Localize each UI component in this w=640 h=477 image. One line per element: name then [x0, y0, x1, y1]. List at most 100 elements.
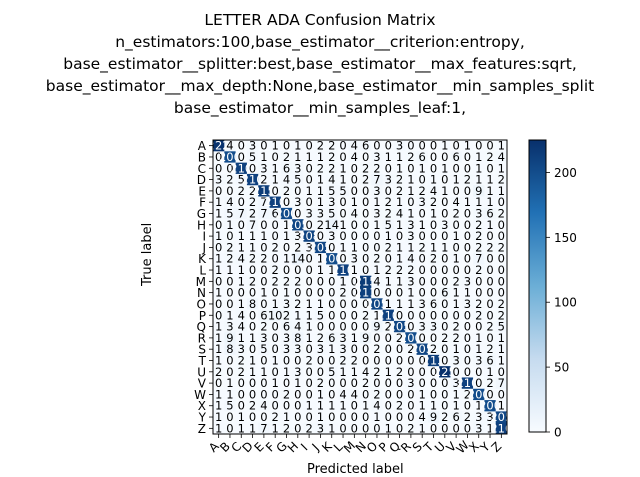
heatmap-cell: [405, 298, 417, 310]
cell-value: 0: [305, 139, 312, 153]
heatmap-cell: [484, 173, 496, 186]
heatmap-cell: [393, 162, 406, 175]
cell-value: 1: [419, 421, 426, 435]
heatmap-cell: [461, 241, 474, 254]
y-tick-label: T: [198, 354, 207, 368]
cell-value: 1: [305, 308, 312, 322]
cell-value: 1: [419, 161, 426, 175]
heatmap-cell: [405, 185, 417, 197]
heatmap-cell: [280, 151, 293, 163]
heatmap-cell: [427, 377, 440, 390]
cell-value: 0: [430, 229, 437, 243]
cell-value: 0: [305, 173, 312, 187]
cell-value: 0: [430, 365, 437, 379]
cell-value: 3: [351, 252, 358, 266]
heatmap-cell: [484, 219, 496, 231]
cell-value: 1: [249, 421, 256, 435]
cell-value: 0: [464, 161, 471, 175]
cell-value: 3: [317, 342, 324, 356]
cell-value: 2: [396, 173, 403, 187]
cell-value: 2: [452, 320, 459, 334]
cell-value: 0: [452, 240, 459, 254]
cell-value: 0: [385, 342, 392, 356]
heatmap-cell: [461, 411, 474, 423]
heatmap-cell: [348, 207, 361, 220]
heatmap-cell: [326, 140, 338, 152]
cell-value: 0: [373, 286, 380, 300]
heatmap-cell: [382, 162, 395, 175]
heatmap-cell: [246, 343, 259, 356]
heatmap-cell: [416, 366, 429, 378]
heatmap-cell: [450, 354, 463, 367]
heatmap-cell: [461, 173, 474, 186]
cell-value: 1: [328, 421, 335, 435]
cell-value: 208: [298, 229, 320, 243]
y-tick-label: A: [198, 139, 207, 153]
cell-value: 0: [419, 274, 426, 288]
heatmap-cell: [213, 230, 225, 243]
cell-value: 5: [328, 365, 335, 379]
heatmap-cell: [405, 162, 417, 175]
heatmap-cell: [495, 377, 508, 390]
heatmap-cell: [246, 173, 259, 186]
cell-value: 0: [430, 263, 437, 277]
heatmap-cell: [314, 309, 327, 322]
cell-value: 1: [294, 150, 301, 164]
cell-value: 0: [362, 252, 369, 266]
heatmap-cell: [348, 332, 361, 344]
cell-value: 0: [238, 286, 245, 300]
cell-value: 0: [464, 354, 471, 368]
heatmap-cell: [371, 309, 383, 322]
cell-value: 0: [407, 410, 414, 424]
heatmap-cell: [427, 400, 440, 412]
cell-value: 4: [373, 399, 380, 413]
y-tick-label: N: [197, 286, 206, 300]
cell-value: 0: [351, 173, 358, 187]
heatmap-cell: [450, 151, 463, 163]
heatmap-cell: [393, 241, 406, 254]
heatmap-cell: [246, 309, 259, 322]
cell-value: 7: [249, 218, 256, 232]
heatmap-cell: [280, 241, 293, 254]
heatmap-cell: [213, 343, 225, 356]
heatmap-cell: [213, 422, 225, 435]
heatmap-cell: [382, 264, 395, 276]
cell-value: 0: [385, 139, 392, 153]
cell-value: 2: [396, 184, 403, 198]
cell-value: 2: [249, 252, 256, 266]
cell-value: 2: [475, 308, 482, 322]
cell-value: 0: [328, 286, 335, 300]
heatmap-cell: [337, 151, 349, 163]
cell-value: 0: [441, 421, 448, 435]
heatmap-cell: [314, 207, 327, 220]
heatmap-cell: [235, 230, 248, 243]
cell-value: 0: [272, 218, 279, 232]
heatmap-cell: [303, 320, 316, 333]
cell-value: 2: [407, 150, 414, 164]
heatmap-cell: [371, 196, 383, 209]
heatmap-cell: [224, 287, 236, 299]
heatmap-cell: [393, 320, 406, 333]
cell-value: 0: [283, 354, 290, 368]
heatmap-cell: [416, 400, 429, 412]
cell-value: 2: [498, 297, 505, 311]
heatmap-cell: [382, 287, 395, 299]
cell-value: 210: [264, 195, 286, 209]
heatmap-cell: [269, 185, 282, 197]
chart-title-line: base_estimator__max_depth:None,base_esti…: [45, 77, 595, 95]
heatmap-cell: [461, 354, 474, 367]
heatmap-cell: [280, 320, 293, 333]
cell-value: 3: [215, 173, 222, 187]
heatmap-cell: [258, 185, 270, 197]
heatmap-cell: [439, 140, 451, 152]
heatmap-cell: [314, 400, 327, 412]
cell-value: 1: [294, 308, 301, 322]
heatmap-cell: [439, 219, 451, 231]
cell-value: 3: [419, 297, 426, 311]
cell-value: 0: [317, 229, 324, 243]
cell-value: 0: [452, 263, 459, 277]
cell-value: 0: [385, 286, 392, 300]
heatmap-cell: [258, 422, 270, 435]
heatmap-cell: [405, 173, 417, 186]
